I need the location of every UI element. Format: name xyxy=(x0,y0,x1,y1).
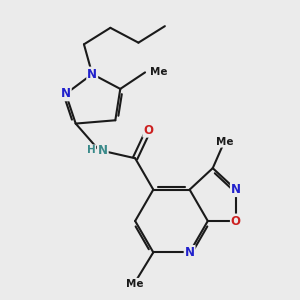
Text: Me: Me xyxy=(216,137,233,147)
Text: N: N xyxy=(184,246,195,259)
Text: N: N xyxy=(61,87,71,101)
Text: H: H xyxy=(87,145,95,155)
Text: N: N xyxy=(231,183,241,196)
Text: N: N xyxy=(87,68,97,80)
Text: Me: Me xyxy=(126,279,144,289)
Text: O: O xyxy=(143,124,153,137)
Text: Me: Me xyxy=(150,68,167,77)
Text: N: N xyxy=(98,143,108,157)
Text: O: O xyxy=(231,214,241,227)
